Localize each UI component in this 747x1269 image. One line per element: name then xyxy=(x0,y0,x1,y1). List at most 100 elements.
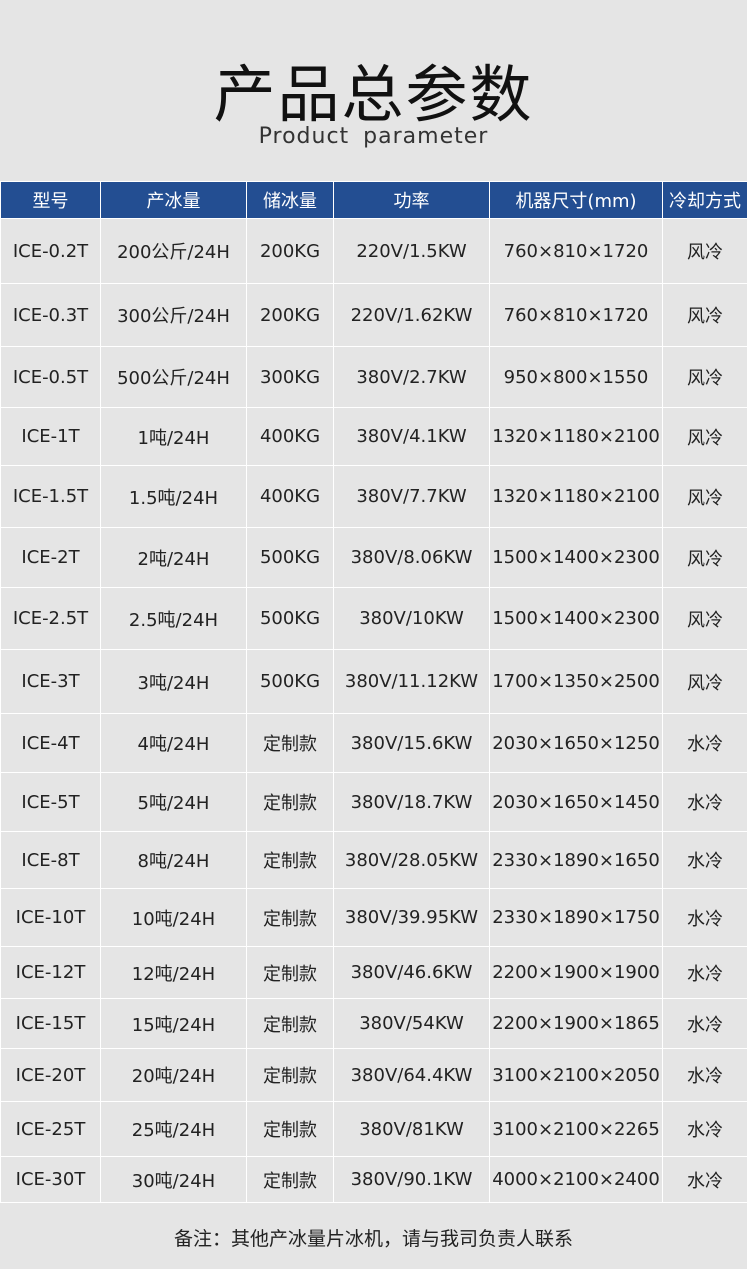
cell-model: ICE-30T xyxy=(0,1156,101,1203)
cell-power: 380V/8.06KW xyxy=(333,527,490,588)
cell-power: 220V/1.62KW xyxy=(333,283,490,347)
cell-ice-storage: 定制款 xyxy=(246,1101,334,1157)
page-subtitle: Product parameter xyxy=(258,124,489,149)
cell-model: ICE-3T xyxy=(0,649,101,714)
cell-ice-storage: 300KG xyxy=(246,346,334,408)
cell-cooling: 风冷 xyxy=(662,587,747,650)
cell-ice-storage: 500KG xyxy=(246,527,334,588)
cell-model: ICE-25T xyxy=(0,1101,101,1157)
cell-ice-output: 4吨/24H xyxy=(100,713,247,773)
cell-ice-output: 30吨/24H xyxy=(100,1156,247,1203)
page-title: 产品总参数 xyxy=(213,58,534,131)
cell-power: 380V/11.12KW xyxy=(333,649,490,714)
table-row: ICE-15T 15吨/24H 定制款 380V/54KW 2200×1900×1865… xyxy=(0,998,747,1049)
cell-model: ICE-10T xyxy=(0,888,101,947)
cell-dimensions: 1320×1180×2100 xyxy=(489,465,663,528)
cell-model: ICE-2.5T xyxy=(0,587,101,650)
cell-dimensions: 760×810×1720 xyxy=(489,283,663,347)
cell-dimensions: 760×810×1720 xyxy=(489,218,663,284)
cell-cooling: 水冷 xyxy=(662,772,747,832)
table-row: ICE-0.5T 500公斤/24H 300KG 380V/2.7KW 950×800×… xyxy=(0,346,747,408)
table-row: ICE-8T 8吨/24H 定制款 380V/28.05KW 2330×1890×165… xyxy=(0,831,747,889)
cell-ice-storage: 定制款 xyxy=(246,772,334,832)
cell-cooling: 水冷 xyxy=(662,1156,747,1203)
cell-ice-storage: 500KG xyxy=(246,587,334,650)
cell-ice-storage: 200KG xyxy=(246,218,334,284)
cell-ice-output: 2吨/24H xyxy=(100,527,247,588)
cell-ice-storage: 200KG xyxy=(246,283,334,347)
cell-ice-storage: 400KG xyxy=(246,407,334,466)
cell-model: ICE-1.5T xyxy=(0,465,101,528)
cell-power: 380V/64.4KW xyxy=(333,1048,490,1102)
table-row: ICE-3T 3吨/24H 500KG 380V/11.12KW 1700×1350×2… xyxy=(0,649,747,714)
cell-ice-storage: 定制款 xyxy=(246,831,334,889)
cell-power: 380V/15.6KW xyxy=(333,713,490,773)
cell-ice-storage: 定制款 xyxy=(246,1156,334,1203)
table-row: ICE-5T 5吨/24H 定制款 380V/18.7KW 2030×1650×1450… xyxy=(0,772,747,832)
cell-ice-output: 5吨/24H xyxy=(100,772,247,832)
cell-ice-output: 200公斤/24H xyxy=(100,218,247,284)
cell-dimensions: 1500×1400×2300 xyxy=(489,527,663,588)
footer-note: 备注：其他产冰量片冰机，请与我司负责人联系 xyxy=(173,1228,573,1250)
cell-model: ICE-5T xyxy=(0,772,101,832)
table-row: ICE-25T 25吨/24H 定制款 380V/81KW 3100×2100×2265… xyxy=(0,1101,747,1157)
parameter-table: 型号 产冰量 储冰量 功率 机器尺寸(mm) 冷却方式 ICE-0.2T 200公斤/24H… xyxy=(0,181,747,1203)
cell-cooling: 水冷 xyxy=(662,831,747,889)
cell-ice-output: 25吨/24H xyxy=(100,1101,247,1157)
table-header-row: 型号 产冰量 储冰量 功率 机器尺寸(mm) 冷却方式 xyxy=(0,181,747,219)
cell-model: ICE-8T xyxy=(0,831,101,889)
cell-cooling: 风冷 xyxy=(662,649,747,714)
cell-dimensions: 2030×1650×1250 xyxy=(489,713,663,773)
table-row: ICE-20T 20吨/24H 定制款 380V/64.4KW 3100×2100×20… xyxy=(0,1048,747,1102)
cell-ice-output: 12吨/24H xyxy=(100,946,247,999)
header-ice-output: 产冰量 xyxy=(100,181,247,219)
cell-power: 380V/81KW xyxy=(333,1101,490,1157)
cell-cooling: 风冷 xyxy=(662,218,747,284)
cell-ice-output: 20吨/24H xyxy=(100,1048,247,1102)
header-dimensions: 机器尺寸(mm) xyxy=(489,181,663,219)
cell-power: 380V/18.7KW xyxy=(333,772,490,832)
header-cooling: 冷却方式 xyxy=(662,181,747,219)
cell-cooling: 风冷 xyxy=(662,346,747,408)
table-row: ICE-10T 10吨/24H 定制款 380V/39.95KW 2330×1890×1… xyxy=(0,888,747,947)
cell-ice-storage: 400KG xyxy=(246,465,334,528)
table-row: ICE-1.5T 1.5吨/24H 400KG 380V/7.7KW 1320×1180… xyxy=(0,465,747,528)
cell-ice-output: 10吨/24H xyxy=(100,888,247,947)
cell-ice-output: 500公斤/24H xyxy=(100,346,247,408)
cell-model: ICE-4T xyxy=(0,713,101,773)
cell-power: 380V/28.05KW xyxy=(333,831,490,889)
cell-dimensions: 3100×2100×2050 xyxy=(489,1048,663,1102)
cell-dimensions: 2330×1890×1650 xyxy=(489,831,663,889)
cell-cooling: 风冷 xyxy=(662,407,747,466)
cell-dimensions: 1320×1180×2100 xyxy=(489,407,663,466)
cell-dimensions: 2200×1900×1865 xyxy=(489,998,663,1049)
cell-ice-storage: 500KG xyxy=(246,649,334,714)
cell-ice-output: 15吨/24H xyxy=(100,998,247,1049)
cell-ice-output: 1.5吨/24H xyxy=(100,465,247,528)
header-power: 功率 xyxy=(333,181,490,219)
header-ice-storage: 储冰量 xyxy=(246,181,334,219)
cell-ice-output: 8吨/24H xyxy=(100,831,247,889)
table-row: ICE-1T 1吨/24H 400KG 380V/4.1KW 1320×1180×210… xyxy=(0,407,747,466)
cell-cooling: 风冷 xyxy=(662,283,747,347)
cell-power: 380V/54KW xyxy=(333,998,490,1049)
cell-model: ICE-0.2T xyxy=(0,218,101,284)
cell-cooling: 水冷 xyxy=(662,998,747,1049)
cell-model: ICE-2T xyxy=(0,527,101,588)
cell-power: 380V/90.1KW xyxy=(333,1156,490,1203)
cell-model: ICE-1T xyxy=(0,407,101,466)
cell-power: 380V/4.1KW xyxy=(333,407,490,466)
cell-dimensions: 2330×1890×1750 xyxy=(489,888,663,947)
cell-cooling: 水冷 xyxy=(662,713,747,773)
cell-power: 380V/10KW xyxy=(333,587,490,650)
cell-cooling: 水冷 xyxy=(662,1101,747,1157)
cell-cooling: 风冷 xyxy=(662,465,747,528)
cell-ice-storage: 定制款 xyxy=(246,713,334,773)
cell-cooling: 水冷 xyxy=(662,1048,747,1102)
cell-model: ICE-0.5T xyxy=(0,346,101,408)
cell-dimensions: 1700×1350×2500 xyxy=(489,649,663,714)
cell-ice-output: 1吨/24H xyxy=(100,407,247,466)
cell-model: ICE-20T xyxy=(0,1048,101,1102)
cell-ice-storage: 定制款 xyxy=(246,946,334,999)
table-row: ICE-4T 4吨/24H 定制款 380V/15.6KW 2030×1650×1250… xyxy=(0,713,747,773)
